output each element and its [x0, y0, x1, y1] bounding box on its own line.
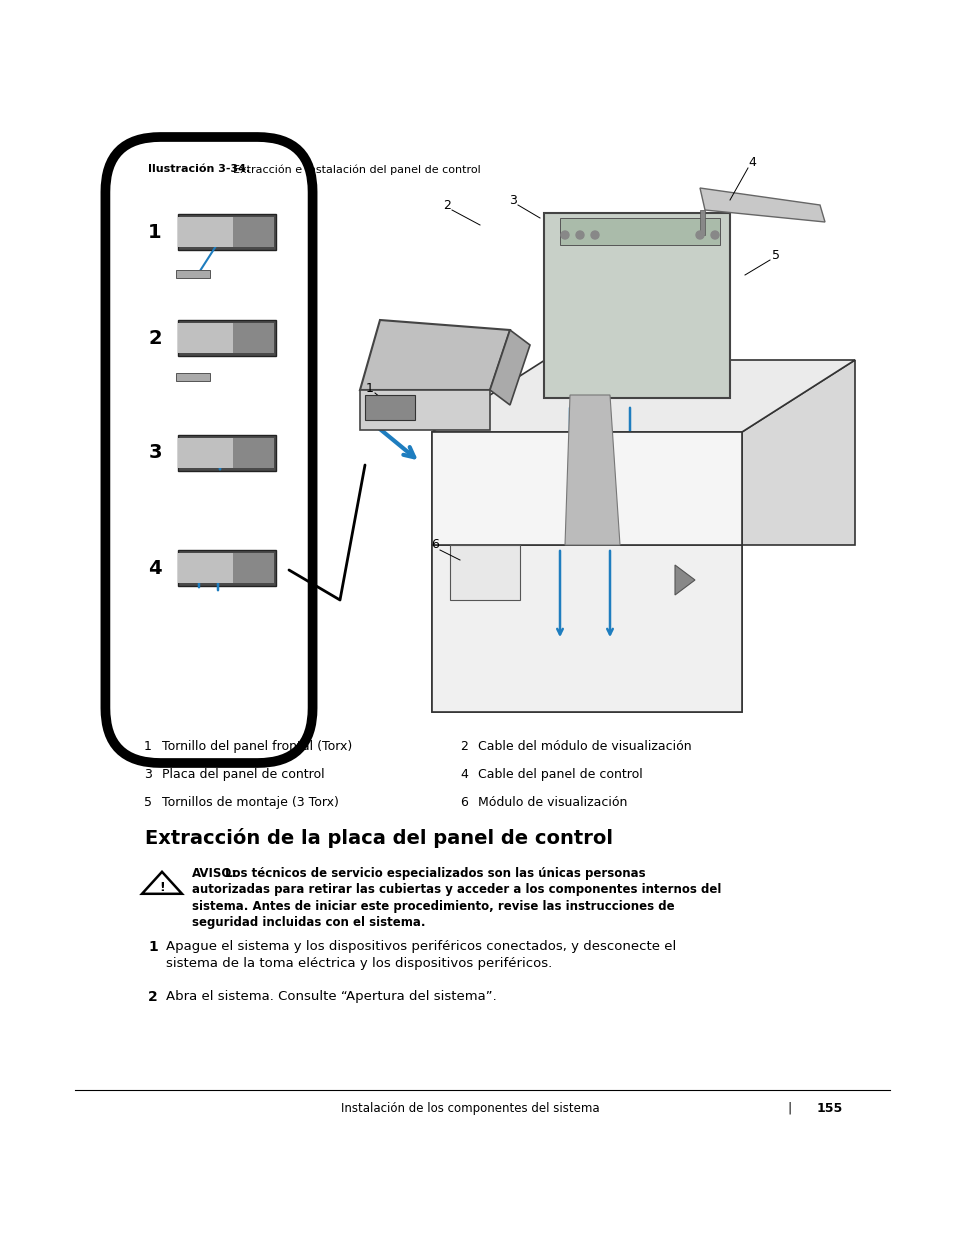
Polygon shape — [432, 545, 741, 713]
Text: 4: 4 — [459, 768, 468, 781]
Circle shape — [560, 231, 568, 240]
Text: Cable del panel de control: Cable del panel de control — [477, 768, 642, 781]
Polygon shape — [178, 550, 275, 585]
Text: Ilustración 3-34.: Ilustración 3-34. — [148, 164, 250, 174]
Text: 6: 6 — [431, 538, 438, 552]
Circle shape — [696, 231, 703, 240]
Circle shape — [576, 231, 583, 240]
Text: sistema. Antes de iniciar este procedimiento, revise las instrucciones de: sistema. Antes de iniciar este procedimi… — [192, 900, 674, 913]
Text: 4: 4 — [747, 156, 755, 168]
Text: 1: 1 — [144, 740, 152, 753]
Polygon shape — [175, 373, 210, 382]
Polygon shape — [233, 324, 274, 353]
Polygon shape — [233, 553, 274, 583]
Text: 1: 1 — [148, 222, 162, 242]
Text: 5: 5 — [771, 248, 780, 262]
Polygon shape — [178, 324, 233, 353]
Text: Abra el sistema. Consulte “Apertura del sistema”.: Abra el sistema. Consulte “Apertura del … — [166, 990, 497, 1003]
Polygon shape — [675, 564, 695, 595]
Text: 2: 2 — [459, 740, 468, 753]
Text: 3: 3 — [148, 443, 162, 462]
Circle shape — [590, 231, 598, 240]
Polygon shape — [490, 330, 530, 405]
Text: Instalación de los componentes del sistema: Instalación de los componentes del siste… — [340, 1102, 598, 1115]
Text: Módulo de visualización: Módulo de visualización — [477, 797, 627, 809]
Text: |: | — [787, 1102, 791, 1115]
Text: seguridad incluidas con el sistema.: seguridad incluidas con el sistema. — [192, 916, 425, 930]
Polygon shape — [178, 217, 233, 247]
FancyBboxPatch shape — [105, 137, 313, 763]
Polygon shape — [564, 395, 619, 545]
Text: 1: 1 — [366, 382, 374, 394]
Text: Apague el sistema y los dispositivos periféricos conectados, y desconecte el: Apague el sistema y los dispositivos per… — [166, 940, 676, 953]
Text: Placa del panel de control: Placa del panel de control — [162, 768, 324, 781]
Polygon shape — [559, 219, 720, 245]
Text: Extracción de la placa del panel de control: Extracción de la placa del panel de cont… — [145, 827, 613, 848]
Polygon shape — [365, 395, 415, 420]
Polygon shape — [178, 553, 233, 583]
Polygon shape — [178, 438, 233, 468]
Text: 3: 3 — [144, 768, 152, 781]
Polygon shape — [178, 320, 275, 356]
Polygon shape — [175, 270, 210, 278]
Text: AVISO:: AVISO: — [192, 867, 237, 881]
Text: autorizadas para retirar las cubiertas y acceder a los componentes internos del: autorizadas para retirar las cubiertas y… — [192, 883, 720, 897]
Polygon shape — [432, 432, 741, 545]
Text: 6: 6 — [459, 797, 468, 809]
Polygon shape — [741, 359, 854, 545]
Text: 4: 4 — [148, 558, 162, 578]
Polygon shape — [543, 212, 729, 398]
Text: !: ! — [159, 882, 165, 894]
Polygon shape — [178, 435, 275, 471]
Polygon shape — [359, 390, 490, 430]
Polygon shape — [233, 438, 274, 468]
Circle shape — [710, 231, 719, 240]
Text: Los técnicos de servicio especializados son las únicas personas: Los técnicos de servicio especializados … — [192, 867, 645, 881]
Polygon shape — [432, 545, 741, 713]
Polygon shape — [178, 214, 275, 249]
Text: 2: 2 — [442, 199, 451, 211]
Text: Tornillos de montaje (3 Torx): Tornillos de montaje (3 Torx) — [162, 797, 338, 809]
Text: 155: 155 — [816, 1102, 842, 1115]
Text: Cable del módulo de visualización: Cable del módulo de visualización — [477, 740, 691, 753]
Polygon shape — [700, 188, 824, 222]
Polygon shape — [432, 432, 741, 545]
Polygon shape — [450, 545, 519, 600]
Polygon shape — [432, 359, 854, 432]
Polygon shape — [233, 217, 274, 247]
Text: sistema de la toma eléctrica y los dispositivos periféricos.: sistema de la toma eléctrica y los dispo… — [166, 957, 552, 969]
Text: 2: 2 — [148, 990, 158, 1004]
Text: 3: 3 — [509, 194, 517, 206]
Text: Extracción e instalación del panel de control: Extracción e instalación del panel de co… — [219, 164, 480, 174]
Polygon shape — [142, 872, 182, 894]
Text: 1: 1 — [148, 940, 158, 953]
Text: 5: 5 — [144, 797, 152, 809]
Text: Tornillo del panel frontal (Torx): Tornillo del panel frontal (Torx) — [162, 740, 352, 753]
Polygon shape — [700, 210, 704, 235]
Polygon shape — [359, 320, 510, 390]
Text: 2: 2 — [148, 329, 162, 347]
